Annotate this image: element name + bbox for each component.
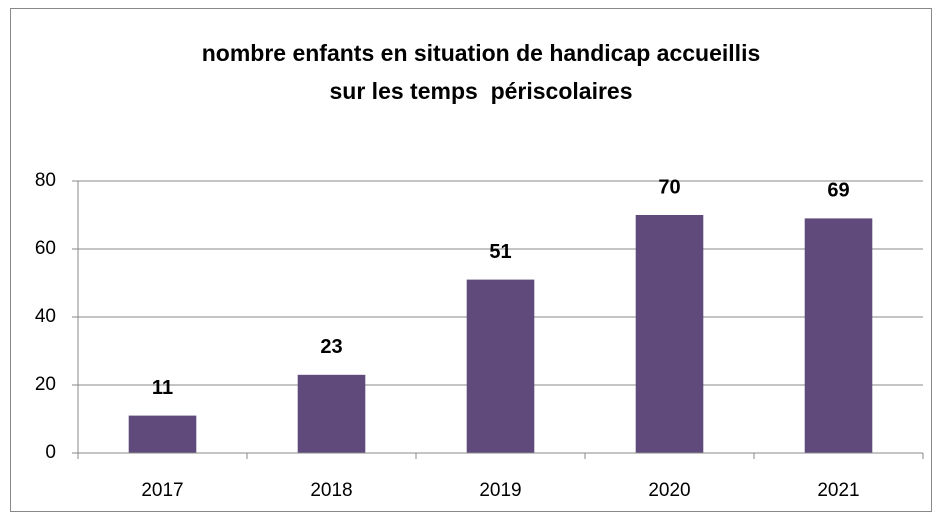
y-tick-label: 80 xyxy=(35,170,56,191)
bar xyxy=(128,415,197,453)
y-tick-label: 40 xyxy=(35,306,56,327)
bar xyxy=(297,374,366,453)
x-tick-label: 2020 xyxy=(648,480,690,501)
data-label: 69 xyxy=(827,180,849,202)
data-label: 70 xyxy=(658,176,680,198)
bar xyxy=(635,215,704,453)
y-tick-label: 20 xyxy=(35,374,56,395)
x-tick-label: 2021 xyxy=(817,480,859,501)
chart-title: nombre enfants en situation de handicap … xyxy=(202,40,761,66)
y-tick-label: 0 xyxy=(45,442,56,463)
data-label: 23 xyxy=(320,336,342,358)
y-tick-label: 60 xyxy=(35,238,56,259)
x-tick-label: 2017 xyxy=(141,480,183,501)
bar xyxy=(466,279,535,453)
data-label: 11 xyxy=(152,377,173,399)
chart-title: sur les temps périscolaires xyxy=(330,78,633,104)
bar xyxy=(804,218,873,453)
data-label: 51 xyxy=(489,241,511,263)
x-tick-label: 2019 xyxy=(479,480,521,501)
x-tick-label: 2018 xyxy=(310,480,352,501)
